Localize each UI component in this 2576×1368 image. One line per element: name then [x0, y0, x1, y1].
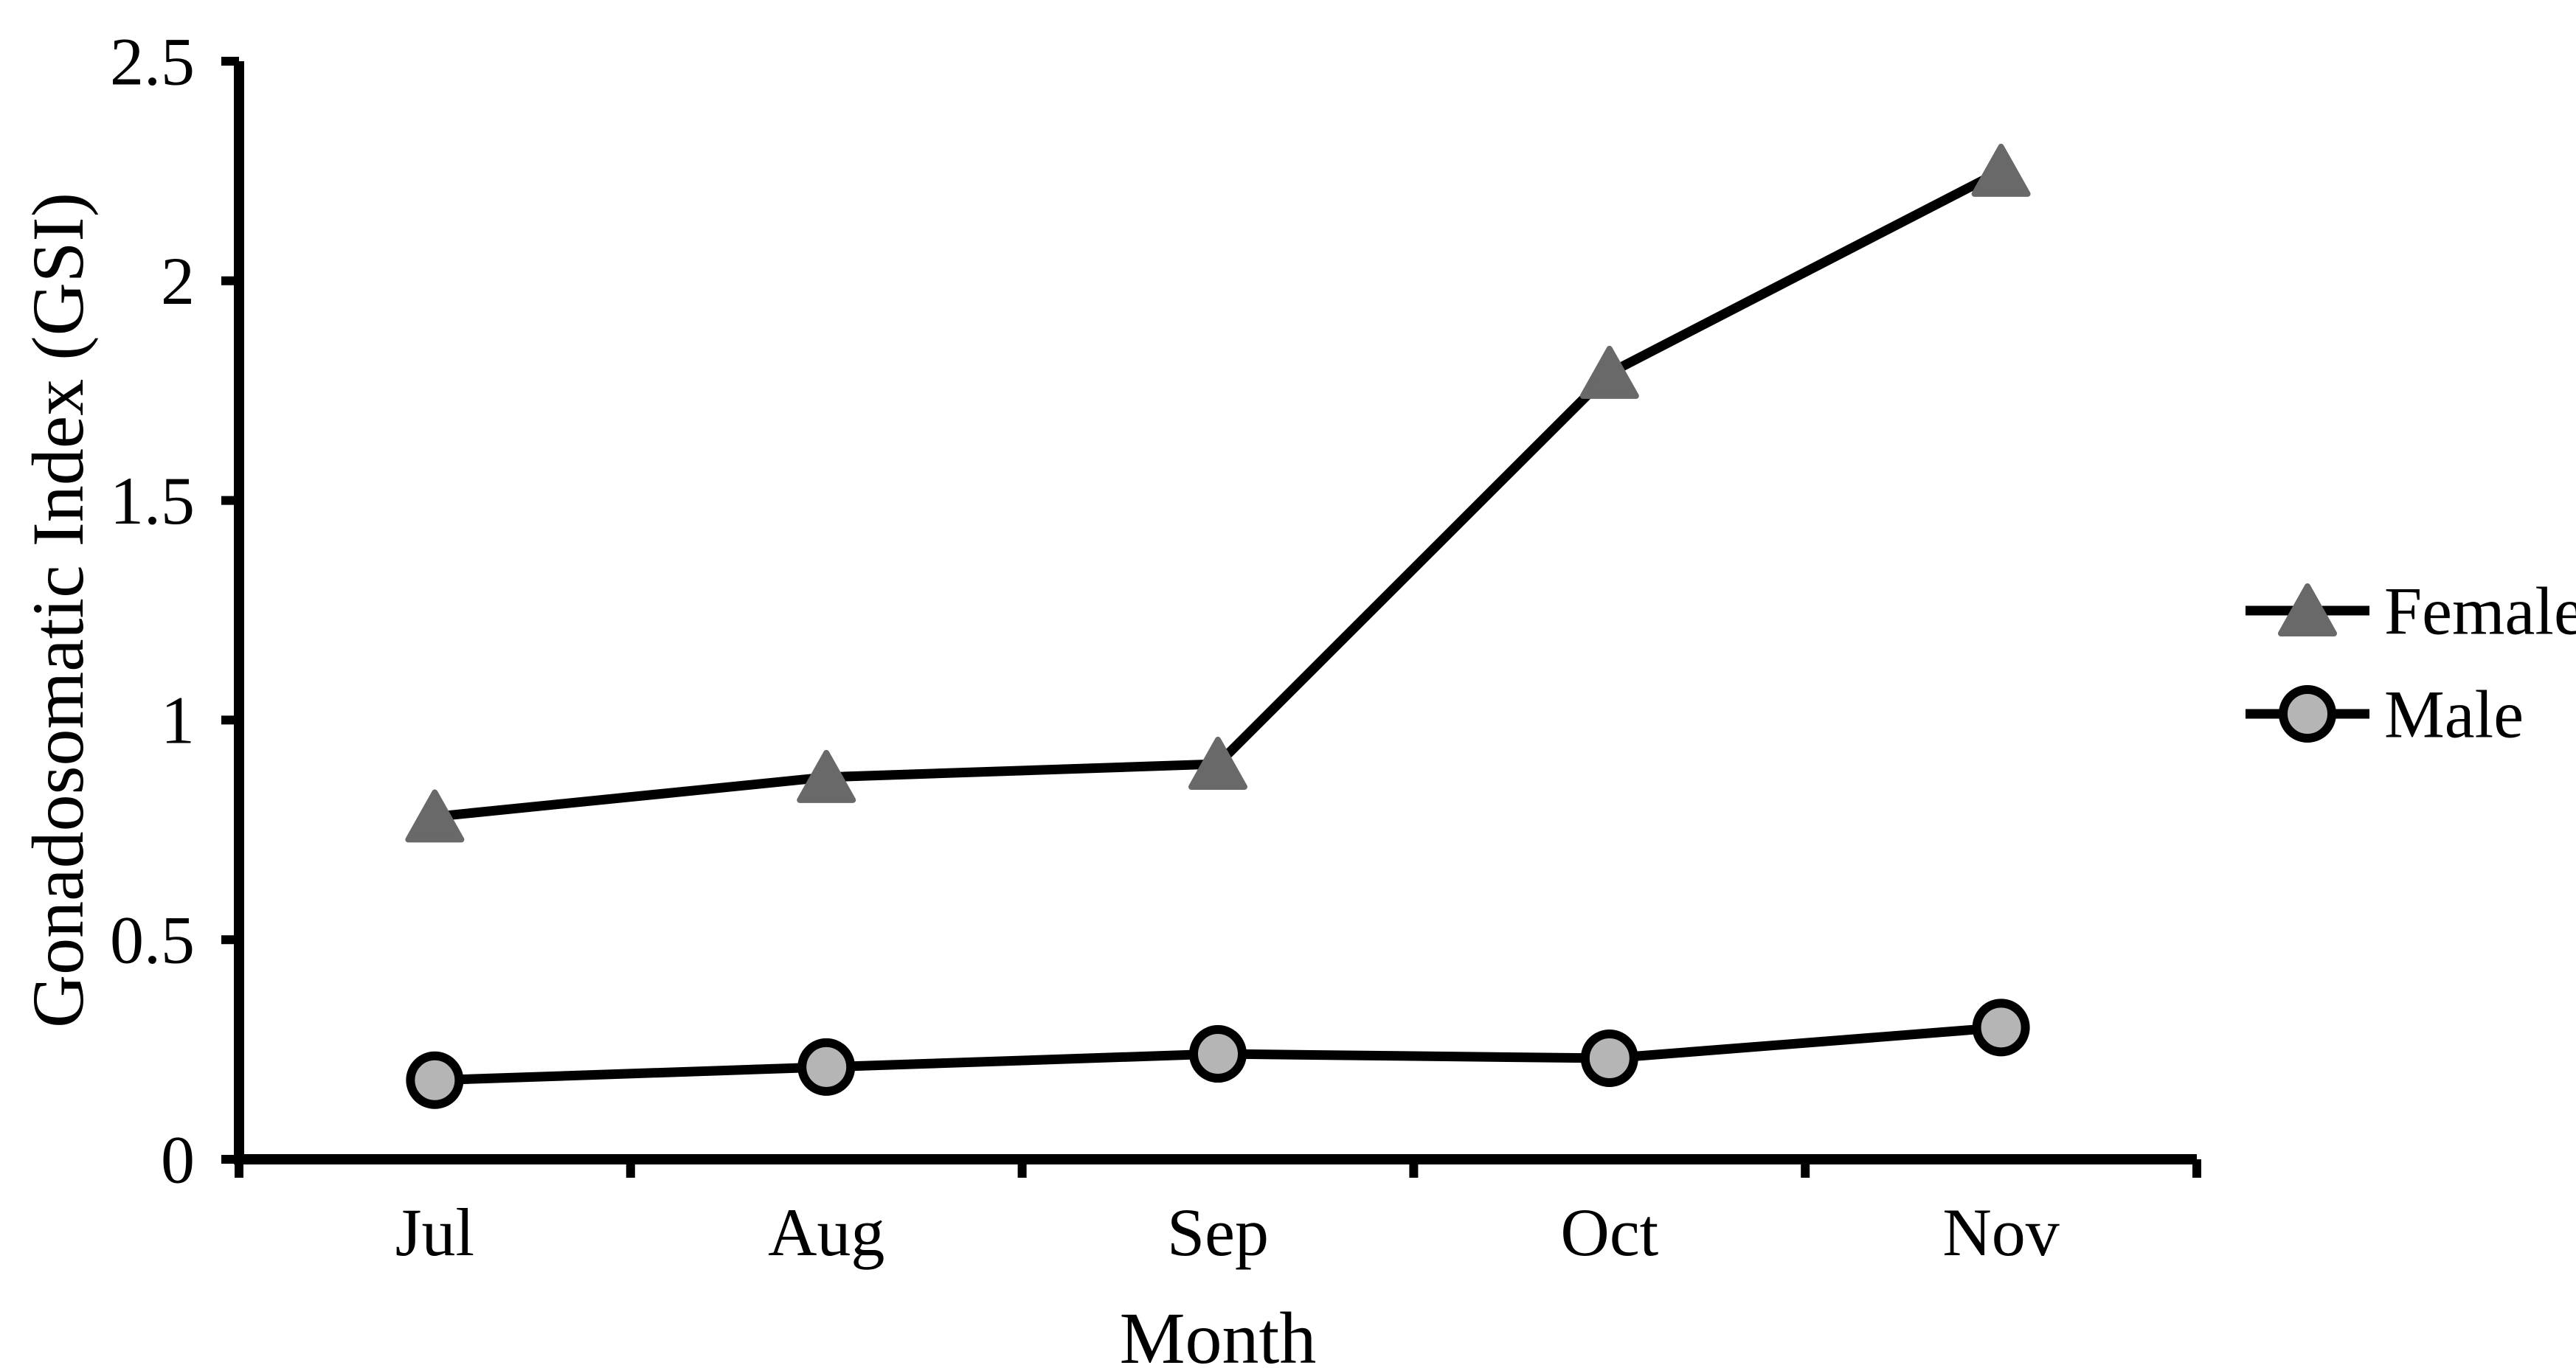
y-tick-label: 2.5: [110, 24, 195, 99]
circle-marker-icon: [406, 1051, 464, 1109]
circle-marker-icon: [1580, 1030, 1638, 1088]
y-tick-label: 1: [161, 683, 195, 758]
series-line-female: [434, 167, 2004, 822]
legend: Female Male: [2246, 573, 2576, 751]
legend-item-male: Male: [2246, 676, 2524, 751]
triangle-marker-icon: [797, 749, 856, 803]
y-tick-label: 2: [161, 243, 195, 319]
legend-circle-marker-icon: [2279, 685, 2336, 743]
x-tick-label: Nov: [1942, 1195, 2059, 1270]
triangle-marker-icon: [1579, 345, 1639, 399]
legend-item-female: Female: [2246, 573, 2576, 648]
circle-marker-icon: [1972, 999, 2030, 1057]
x-tick-label: Jul: [395, 1195, 474, 1270]
circle-marker-icon: [797, 1038, 856, 1096]
x-tick-label: Sep: [1167, 1195, 1269, 1270]
x-axis-title: Month: [1120, 1297, 1317, 1368]
y-axis-title: Gonadosomatic Index (GSI): [17, 192, 99, 1028]
legend-label-male: Male: [2384, 676, 2524, 751]
y-tick-label: 0.5: [110, 902, 195, 977]
circle-marker-icon: [1189, 1025, 1247, 1083]
legend-triangle-marker-icon: [2278, 583, 2337, 636]
y-tick-label: 0: [161, 1122, 195, 1197]
series-female: [405, 143, 2031, 843]
x-tick-label: Aug: [768, 1195, 884, 1270]
series-male: [406, 999, 2030, 1109]
x-tick-label: Oct: [1560, 1195, 1658, 1270]
legend-label-female: Female: [2384, 573, 2576, 648]
y-tick-label: 1.5: [110, 463, 195, 538]
triangle-marker-icon: [1188, 736, 1247, 790]
triangle-marker-icon: [405, 789, 465, 843]
triangle-marker-icon: [1971, 143, 2031, 197]
